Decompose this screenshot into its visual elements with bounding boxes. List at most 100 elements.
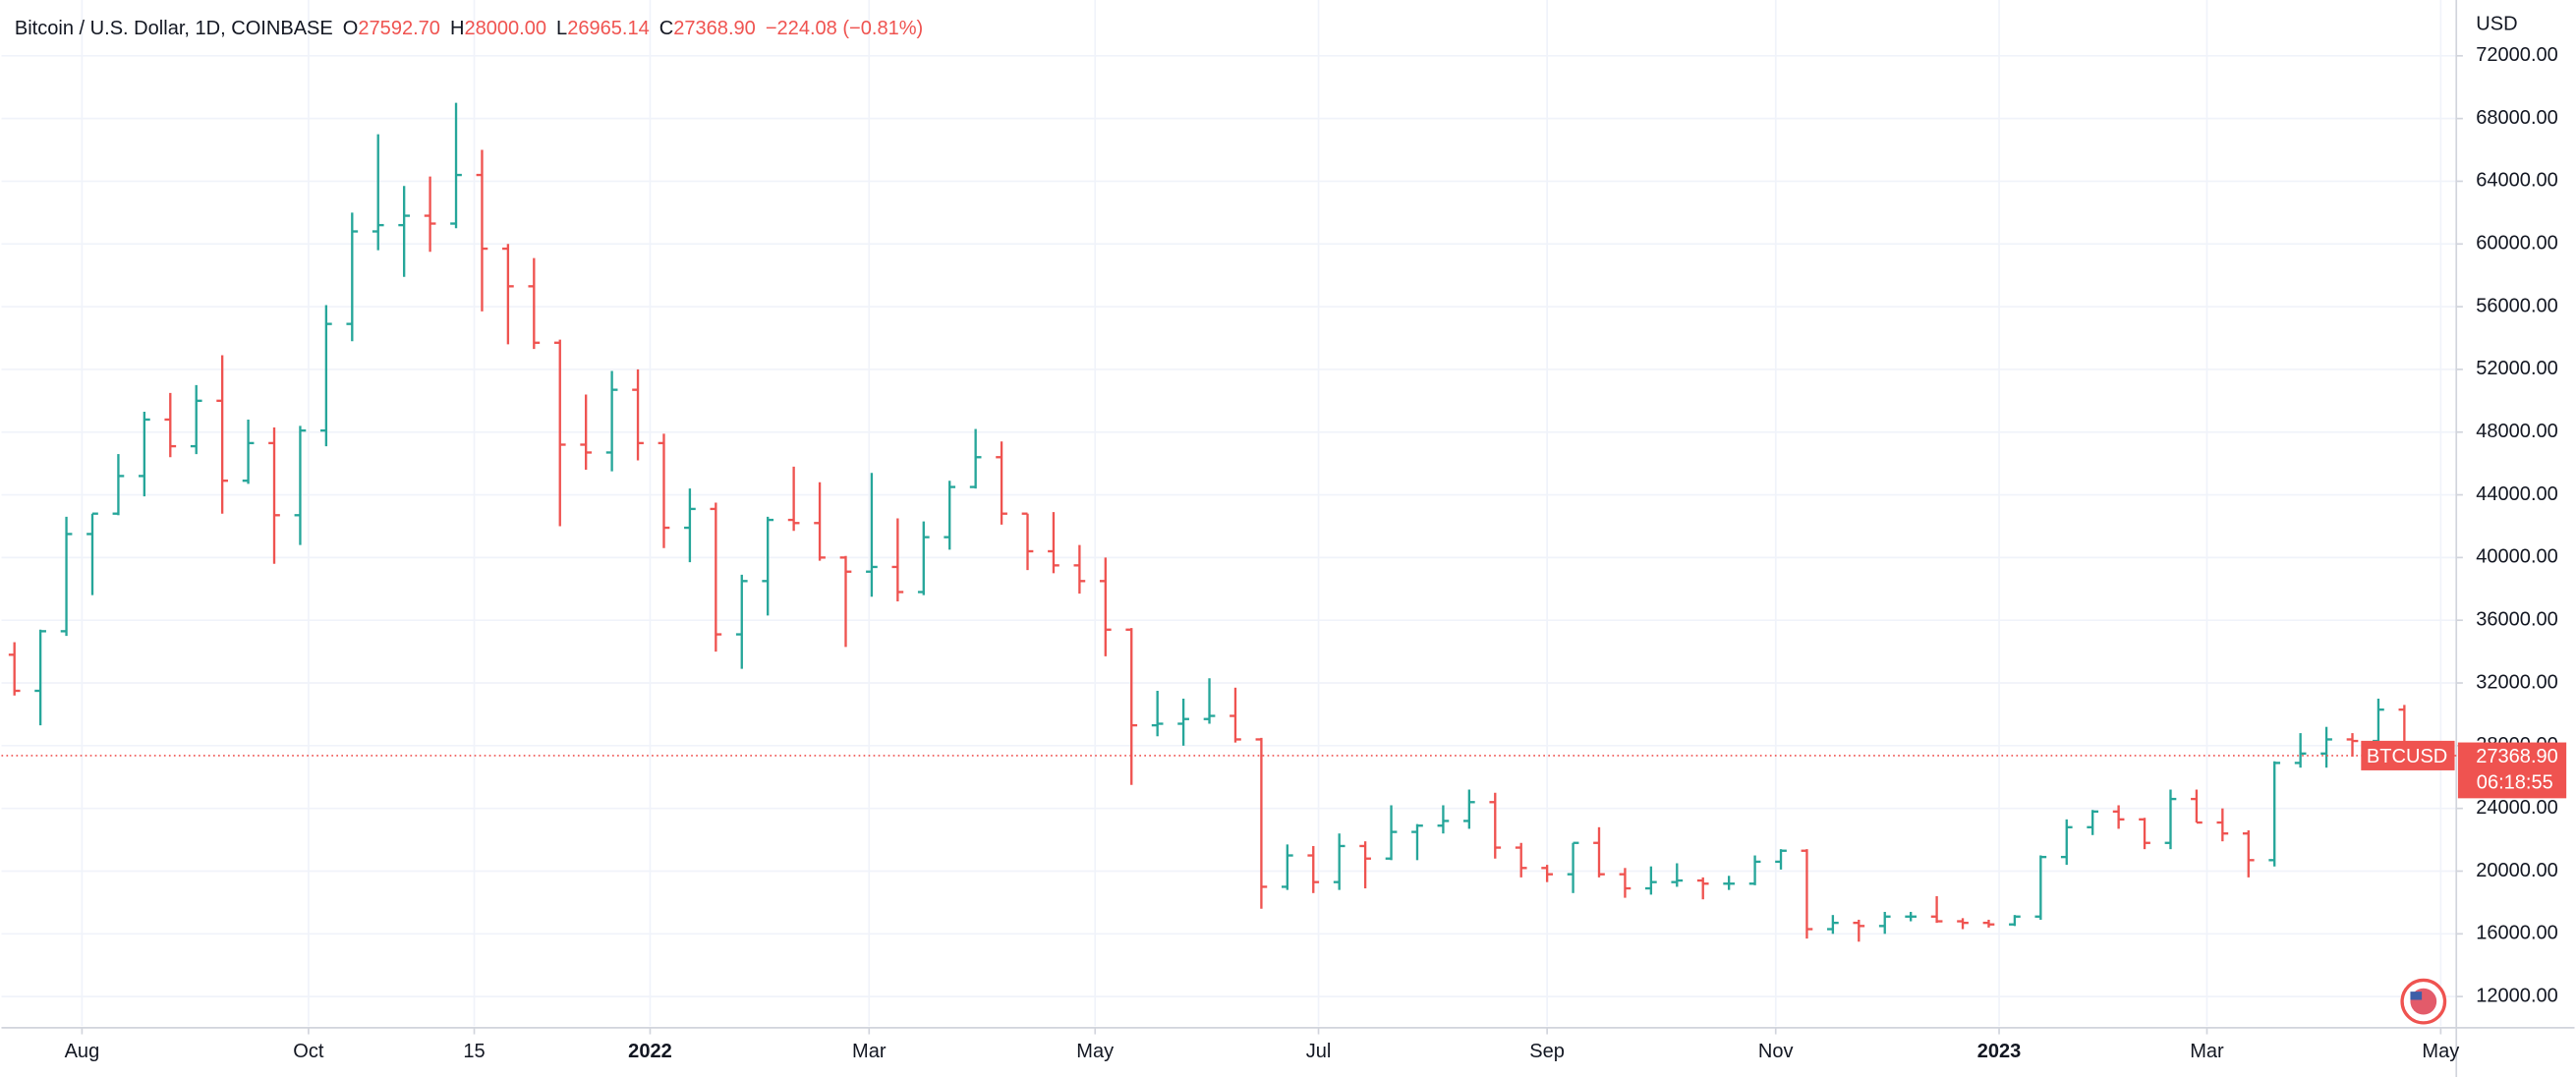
readout-value: 26965.14 (567, 18, 650, 39)
ohlc-bar (60, 516, 73, 637)
ohlc-bar (242, 419, 255, 484)
ohlc-bar (1177, 698, 1189, 746)
ohlc-bar (1437, 805, 1450, 834)
x-tick-label: May (2422, 1041, 2459, 1062)
x-tick-label: Oct (293, 1041, 324, 1062)
ohlc-bar (553, 339, 566, 527)
ohlc-bar (1021, 512, 1034, 571)
y-tick-label: 24000.00 (2476, 797, 2558, 819)
ohlc-bar (1489, 792, 1502, 859)
ohlc-bar (216, 355, 228, 514)
ohlc-bar (190, 384, 202, 455)
ohlc-bar (34, 629, 46, 726)
ohlc-bar (1930, 896, 1943, 924)
ohlc-bar (1281, 844, 1293, 890)
y-tick-label: 56000.00 (2476, 295, 2558, 316)
ohlc-bar (1723, 876, 1736, 890)
ohlc-bar (2139, 818, 2150, 850)
ohlc-bar (1696, 877, 1709, 900)
x-tick-label: Jul (1306, 1041, 1332, 1062)
ohlc-bar (164, 392, 177, 458)
ohlc-bar (502, 244, 514, 345)
ohlc-bar (2164, 789, 2177, 850)
ohlc-bar (2268, 761, 2281, 867)
ohlc-bar (1957, 918, 1969, 930)
x-tick-label: 2023 (1977, 1041, 2022, 1062)
ohlc-bar (1359, 841, 1371, 889)
ohlc-bar (450, 102, 462, 229)
ohlc-bar (1073, 544, 1086, 595)
ohlc-bar (2294, 733, 2307, 768)
ohlc-bar (2191, 789, 2203, 824)
y-tick-label: 20000.00 (2476, 860, 2558, 881)
ohlc-bar (1203, 678, 1216, 724)
legend-header: Bitcoin / U.S. Dollar, 1D, COINBASE O2759… (15, 18, 923, 39)
x-tick-label: 15 (463, 1041, 485, 1062)
countdown: 06:18:55 (2477, 772, 2553, 794)
y-tick-label: 12000.00 (2476, 985, 2558, 1006)
y-tick-label: 60000.00 (2476, 233, 2558, 255)
readout-label: L (556, 18, 567, 39)
ohlc-bar (476, 149, 488, 312)
y-tick-label: 48000.00 (2476, 421, 2558, 442)
readout-label: O (343, 18, 359, 39)
y-tick-label: 52000.00 (2476, 358, 2558, 379)
ohlc-bar (605, 370, 618, 472)
ohlc-bar (1671, 863, 1684, 887)
ohlc-bar (762, 516, 774, 616)
ohlc-bar (684, 488, 696, 563)
ohlc-bar (1878, 911, 1891, 935)
ohlc-bar (320, 305, 332, 447)
y-tick-label: 16000.00 (2476, 923, 2558, 944)
ohlc-bar (112, 454, 125, 516)
ohlc-bar (839, 555, 852, 648)
ohlc-bar (1827, 915, 1839, 935)
price-badge: 27368.90 (2476, 746, 2558, 767)
price-badge-bg (2457, 742, 2567, 799)
ohlc-bar (1775, 849, 1787, 870)
readout-value: 28000.00 (464, 18, 546, 39)
ohlc-bar (969, 428, 982, 489)
ohlc-bar (1099, 557, 1112, 656)
ohlc-bar (2320, 726, 2332, 768)
ohlc-bar (268, 426, 280, 564)
ohlc-bar (710, 502, 722, 652)
ohlc-bar (787, 466, 800, 532)
ohlc-bar (632, 368, 644, 461)
ohlc-bar (1982, 919, 1995, 928)
ohlc-bar (735, 574, 748, 669)
x-tick-label: Aug (65, 1041, 100, 1062)
y-tick-label: 36000.00 (2476, 608, 2558, 630)
ohlc-bar (2009, 915, 2021, 927)
ohlc-bar (2087, 810, 2099, 835)
x-tick-label: Sep (1529, 1041, 1565, 1062)
ohlc-bar (139, 411, 150, 497)
y-tick-label: 68000.00 (2476, 107, 2558, 129)
ohlc-bar (1385, 805, 1398, 861)
currency-label: USD (2476, 13, 2517, 34)
ohlc-bar (2216, 808, 2229, 842)
ohlc-bar (1151, 690, 1164, 737)
ohlc-bar (2112, 805, 2125, 829)
ohlc-bar (372, 134, 384, 251)
readout-change: −224.08 (−0.81%) (766, 18, 923, 39)
y-tick-label: 44000.00 (2476, 483, 2558, 505)
ohlc-bar (1567, 841, 1579, 893)
y-tick-label: 40000.00 (2476, 546, 2558, 568)
ohlc-bar (2346, 733, 2359, 758)
bars (8, 102, 2411, 942)
ohlc-bar (658, 433, 670, 548)
ohlc-bar (814, 482, 826, 561)
ohlc-bar (2373, 698, 2384, 748)
readout-label: C (659, 18, 673, 39)
ohlc-bar (1255, 737, 1268, 909)
ohlc-bar (2242, 830, 2255, 878)
ohlc-bar (1645, 866, 1657, 895)
ohlc-bar (580, 394, 593, 471)
y-tick-label: 72000.00 (2476, 44, 2558, 66)
readout-value: 27592.70 (358, 18, 440, 39)
ohlc-bar (1619, 868, 1631, 898)
ohlc-bar (891, 518, 904, 602)
ohlc-bar (1333, 833, 1345, 890)
